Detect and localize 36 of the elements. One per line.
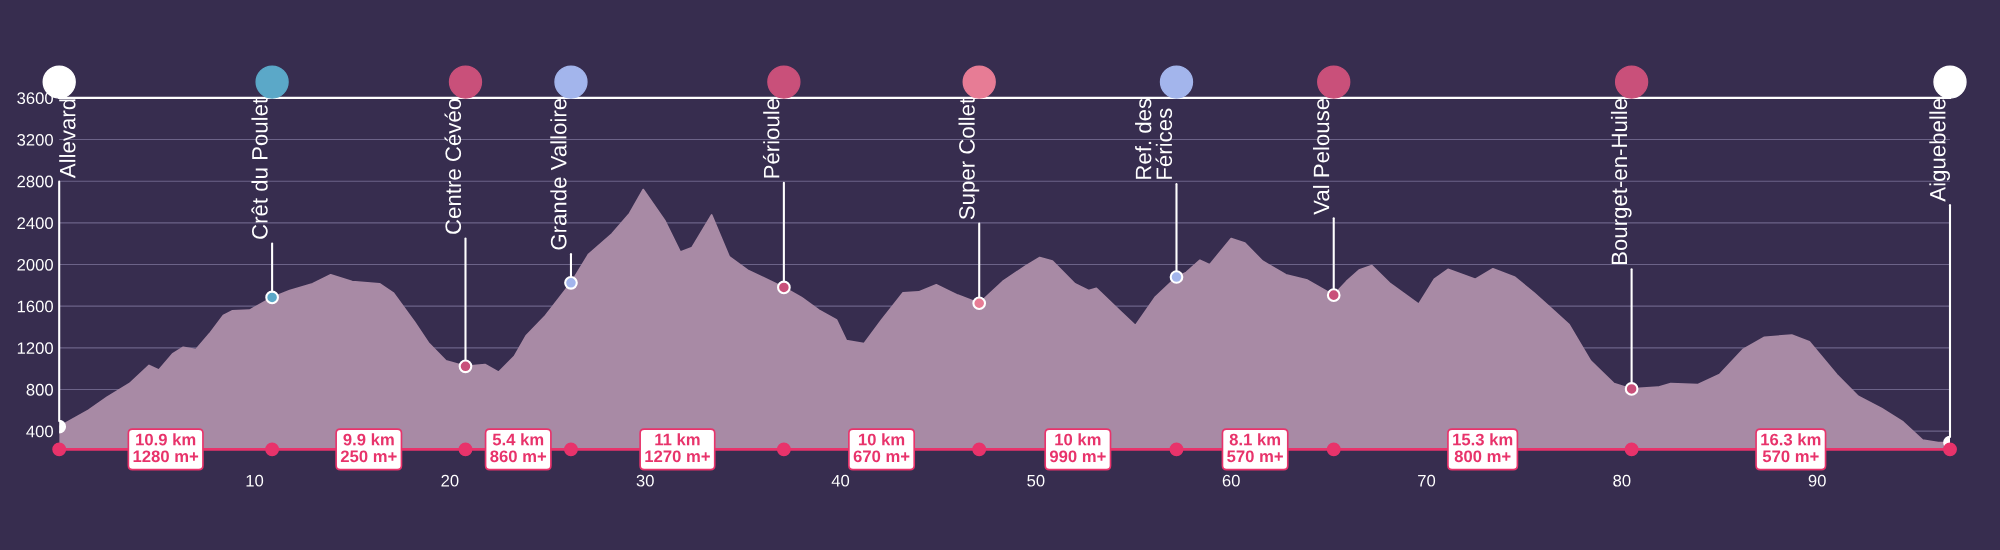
x-tick-label: 80: [1613, 474, 1631, 487]
annotation: 11 km 1270 m+: [645, 433, 710, 463]
y-tick-label: 2400: [17, 217, 53, 230]
annotation: Bourget-en-Huile: [1610, 98, 1632, 265]
x-tick-label: 40: [831, 474, 850, 487]
x-tick-label: 50: [1027, 474, 1045, 487]
annotation: Super Collet: [958, 98, 980, 220]
x-tick-label: 90: [1808, 474, 1826, 487]
annotation: Ref. des Férices: [1135, 98, 1173, 179]
x-tick-label: 10: [246, 474, 264, 487]
y-tick-label: 3200: [17, 133, 53, 146]
annotation: 8.1 km 570 m+: [1227, 433, 1283, 463]
annotation: 5.4 km 860 m+: [490, 433, 547, 463]
annotation: Périoule: [762, 98, 780, 178]
y-tick-label: 1600: [17, 300, 53, 313]
x-tick-label: 20: [441, 474, 459, 487]
annotation: Crêt du Poulet: [251, 98, 268, 239]
annotation: Aiguebelle: [1929, 98, 1950, 202]
annotation: 10 km 990 m+: [1049, 433, 1106, 463]
y-tick-label: 800: [26, 383, 53, 396]
annotation: Grande Valloire: [550, 98, 567, 250]
x-tick-label: 60: [1222, 474, 1240, 487]
annotation: 16.3 km 570 m+: [1761, 433, 1821, 463]
annotation: Allevard: [59, 99, 76, 179]
y-tick-label: 2800: [17, 175, 53, 188]
y-tick-label: 2000: [17, 258, 53, 271]
annotation: 10 km 670 m+: [853, 433, 910, 463]
annotation: 9.9 km 250 m+: [340, 433, 397, 463]
annotation: 10.9 km 1280 m+: [133, 433, 199, 463]
y-tick-label: 1200: [17, 342, 53, 355]
annotation: 15.3 km 800 m+: [1453, 433, 1513, 463]
x-tick-label: 30: [636, 474, 654, 487]
annotation: Centre Cévéo: [444, 98, 462, 234]
annotation: Val Pelouse: [1313, 98, 1330, 215]
y-tick-label: 400: [26, 425, 53, 438]
x-tick-label: 70: [1418, 474, 1436, 487]
